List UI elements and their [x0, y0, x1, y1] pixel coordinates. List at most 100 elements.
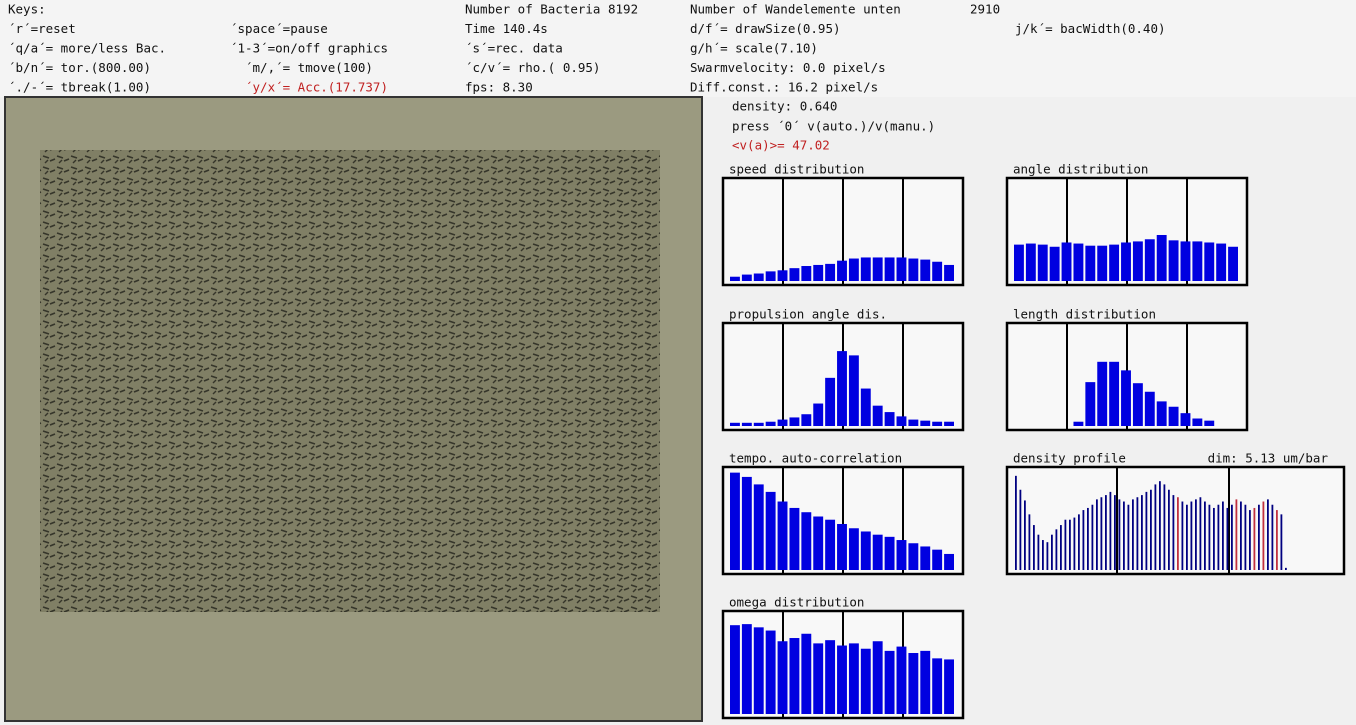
histogram-bar	[730, 423, 740, 426]
histogram-bar	[742, 477, 752, 570]
histogram-bar	[813, 643, 823, 714]
profile-bar	[1074, 518, 1076, 570]
histogram-bar	[1121, 242, 1131, 281]
profile-bar	[1218, 505, 1220, 570]
key-text: ´1-3´=on/off graphics	[230, 41, 388, 56]
histogram-bar	[873, 535, 883, 570]
panel-dim: dim: 5.13 um/bar	[1208, 451, 1329, 466]
histogram-bar	[789, 638, 799, 714]
histogram-bar	[1062, 242, 1072, 281]
histogram-bar	[742, 624, 752, 714]
profile-bar	[1186, 505, 1188, 570]
info-text: density: 0.640	[732, 99, 837, 114]
profile-bar	[1105, 495, 1107, 570]
histogram-bar	[837, 261, 847, 281]
profile-bar	[1182, 502, 1184, 570]
panel-title: tempo. auto-correlation	[729, 451, 902, 466]
histogram-bar	[861, 257, 871, 281]
profile-bar	[1051, 535, 1053, 570]
profile-bar	[1227, 508, 1229, 570]
histogram-bar	[1133, 383, 1143, 426]
histogram-bar	[1038, 245, 1048, 281]
histogram-bar	[873, 406, 883, 426]
key-text: Swarmvelocity: 0.0 pixel/s	[690, 60, 886, 75]
histogram-bar	[885, 412, 895, 426]
histogram-bar	[825, 378, 835, 426]
panel-title: length distribution	[1013, 307, 1156, 322]
key-text: ´m/,´= tmove(100)	[245, 60, 373, 75]
panel-title: omega distribution	[729, 595, 864, 610]
histogram-bar	[1121, 370, 1131, 426]
profile-bar	[1231, 505, 1233, 570]
histogram-bar	[1169, 240, 1179, 281]
key-text: Diff.const.: 16.2 pixel/s	[690, 80, 878, 95]
histogram-bar	[766, 631, 776, 714]
histogram-bar	[742, 275, 752, 281]
key-text: Keys:	[8, 2, 46, 17]
panel-title: speed distribution	[729, 162, 864, 177]
key-text: d/f´= drawSize(0.95)	[690, 21, 841, 36]
histogram-bar	[897, 257, 907, 281]
key-text: fps: 8.30	[465, 80, 533, 95]
profile-bar	[1096, 499, 1098, 570]
key-text: ´space´=pause	[230, 21, 328, 36]
histogram-bar	[1085, 246, 1095, 281]
profile-bar	[1069, 520, 1071, 570]
profile-bar	[1033, 525, 1035, 570]
histogram-bar	[920, 260, 930, 281]
histogram-bar	[1192, 419, 1202, 426]
histogram-bar	[766, 271, 776, 281]
histogram-bar	[932, 422, 942, 426]
histogram-bar	[778, 641, 788, 714]
profile-bar	[1191, 502, 1193, 570]
histogram-bar	[813, 265, 823, 281]
profile-bar	[1119, 499, 1121, 570]
profile-bar	[1087, 508, 1089, 570]
profile-bar	[1195, 499, 1197, 570]
histogram-bar	[873, 257, 883, 281]
histogram-bar	[944, 554, 954, 570]
profile-bar	[1285, 568, 1287, 570]
histogram-bar	[1026, 244, 1036, 281]
histogram-bar	[766, 492, 776, 570]
profile-bar	[1056, 529, 1058, 570]
histogram-bar	[1228, 247, 1238, 281]
histogram-bar	[837, 646, 847, 714]
histogram-bar	[944, 659, 954, 714]
histogram-bar	[1192, 241, 1202, 281]
wall-count: 2910	[970, 2, 1000, 17]
histogram-bar	[789, 417, 799, 426]
histogram-bar	[849, 259, 859, 281]
histogram-bar	[885, 537, 895, 570]
histogram-bar	[908, 653, 918, 714]
histogram-bar	[1073, 244, 1083, 281]
histogram-bar	[1157, 401, 1167, 426]
profile-bar	[1042, 540, 1044, 570]
histogram-bar	[1109, 362, 1119, 426]
histogram-bar	[789, 268, 799, 281]
histogram-bar	[766, 422, 776, 426]
profile-bar	[1123, 502, 1125, 570]
profile-bar	[1200, 497, 1202, 570]
profile-bar	[1015, 476, 1017, 570]
histogram-bar	[1216, 244, 1226, 281]
profile-bar	[1245, 505, 1247, 570]
histogram-bar	[825, 520, 835, 570]
histogram-bar	[825, 640, 835, 714]
histogram-bar	[754, 627, 764, 714]
histogram-bar	[920, 421, 930, 426]
profile-bar	[1146, 492, 1148, 570]
key-text: ´r´=reset	[8, 21, 76, 36]
histogram-bar	[944, 265, 954, 281]
profile-bar	[1101, 497, 1103, 570]
histogram-bar	[1145, 239, 1155, 281]
profile-bar	[1128, 505, 1130, 570]
histogram-bar	[730, 277, 740, 281]
key-text: ´./-´= tbreak(1.00)	[8, 80, 151, 95]
key-text: Time 140.4s	[465, 21, 548, 36]
histogram-bar	[932, 262, 942, 281]
key-text: Number of Bacteria 8192	[465, 2, 638, 17]
histogram-bar	[920, 546, 930, 570]
histogram-bar	[778, 420, 788, 426]
histogram-bar	[897, 647, 907, 714]
